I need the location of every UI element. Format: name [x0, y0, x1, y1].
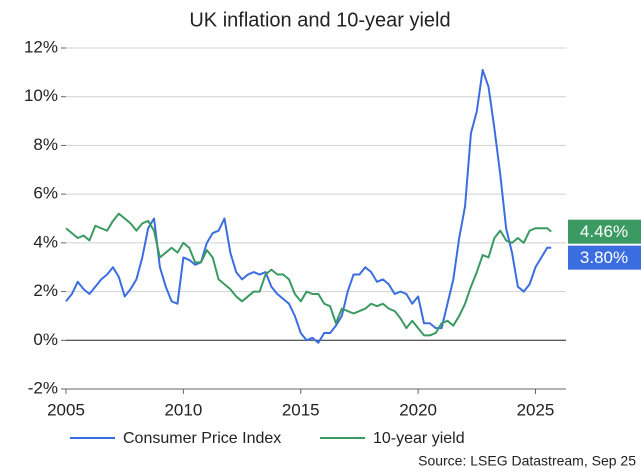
y-tick-label: 6% [33, 184, 58, 203]
chart-title: UK inflation and 10-year yield [189, 9, 450, 31]
x-tick-label: 2025 [517, 400, 555, 419]
legend-label: 10-year yield [373, 430, 465, 447]
y-tick-label: 8% [33, 135, 58, 154]
y-tick-label: 2% [33, 281, 58, 300]
x-tick-label: 2015 [282, 400, 320, 419]
y-tick-label: 10% [24, 86, 58, 105]
x-tick-label: 2010 [164, 400, 202, 419]
y-tick-label: 0% [33, 330, 58, 349]
end-label-box [568, 245, 641, 270]
source-note: Source: LSEG Datastream, Sep 25 [418, 453, 636, 469]
series-line [65, 68, 552, 344]
x-tick-label: 2020 [399, 400, 437, 419]
y-tick-label: 4% [33, 232, 58, 251]
y-tick-label: 12% [24, 37, 58, 56]
series-line [65, 212, 552, 337]
end-label-box [568, 219, 641, 244]
end-label: 4.46% [580, 222, 628, 241]
y-tick-label: -2% [28, 378, 58, 397]
x-tick-label: 2005 [47, 400, 85, 419]
legend-label: Consumer Price Index [123, 430, 281, 447]
end-label: 3.80% [580, 248, 628, 267]
